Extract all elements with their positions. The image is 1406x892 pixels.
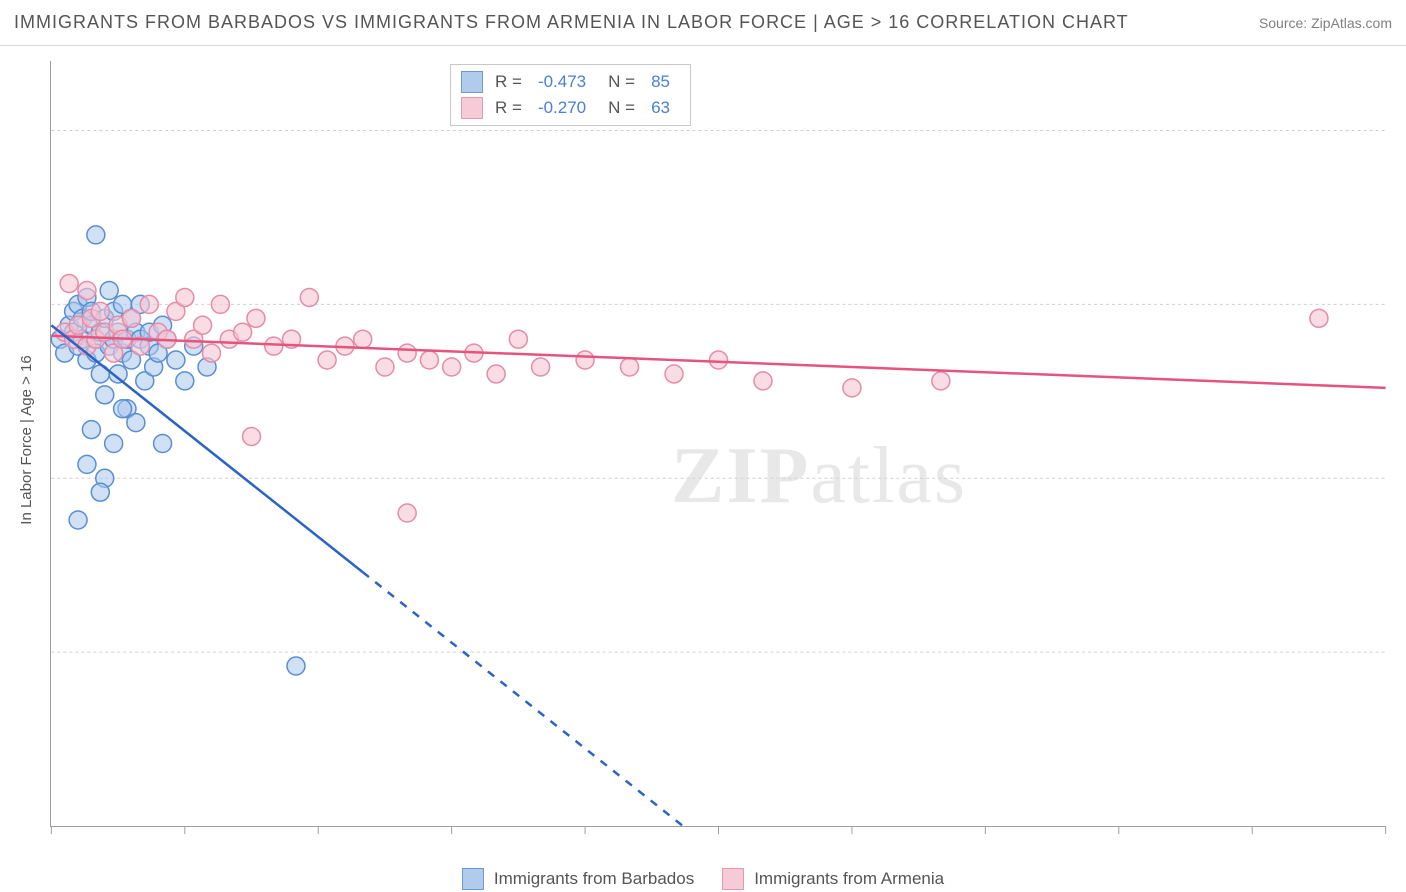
r-label: R = [495, 69, 522, 95]
bottom-legend: Immigrants from Barbados Immigrants from… [0, 868, 1406, 890]
legend-item-armenia: Immigrants from Armenia [722, 868, 944, 890]
swatch-barbados [461, 71, 483, 93]
n-value-armenia: 63 [651, 95, 670, 121]
source-label: Source: ZipAtlas.com [1259, 15, 1392, 31]
legend-label-armenia: Immigrants from Armenia [754, 869, 944, 889]
y-axis-title: In Labor Force | Age > 16 [18, 355, 35, 524]
swatch-armenia [461, 97, 483, 119]
swatch-barbados [462, 868, 484, 890]
swatch-armenia [722, 868, 744, 890]
legend-item-barbados: Immigrants from Barbados [462, 868, 694, 890]
stats-row-armenia: R = -0.270 N = 63 [461, 95, 680, 121]
chart-title: IMMIGRANTS FROM BARBADOS VS IMMIGRANTS F… [14, 12, 1129, 33]
r-value-barbados: -0.473 [538, 69, 586, 95]
stats-row-barbados: R = -0.473 N = 85 [461, 69, 680, 95]
stats-legend: R = -0.473 N = 85 R = -0.270 N = 63 [450, 64, 691, 126]
scatter-svg [51, 61, 1386, 826]
n-label: N = [608, 95, 635, 121]
title-bar: IMMIGRANTS FROM BARBADOS VS IMMIGRANTS F… [0, 0, 1406, 46]
r-label: R = [495, 95, 522, 121]
n-value-barbados: 85 [651, 69, 670, 95]
r-value-armenia: -0.270 [538, 95, 586, 121]
legend-label-barbados: Immigrants from Barbados [494, 869, 694, 889]
n-label: N = [608, 69, 635, 95]
plot-area: ZIPatlas [50, 61, 1386, 827]
